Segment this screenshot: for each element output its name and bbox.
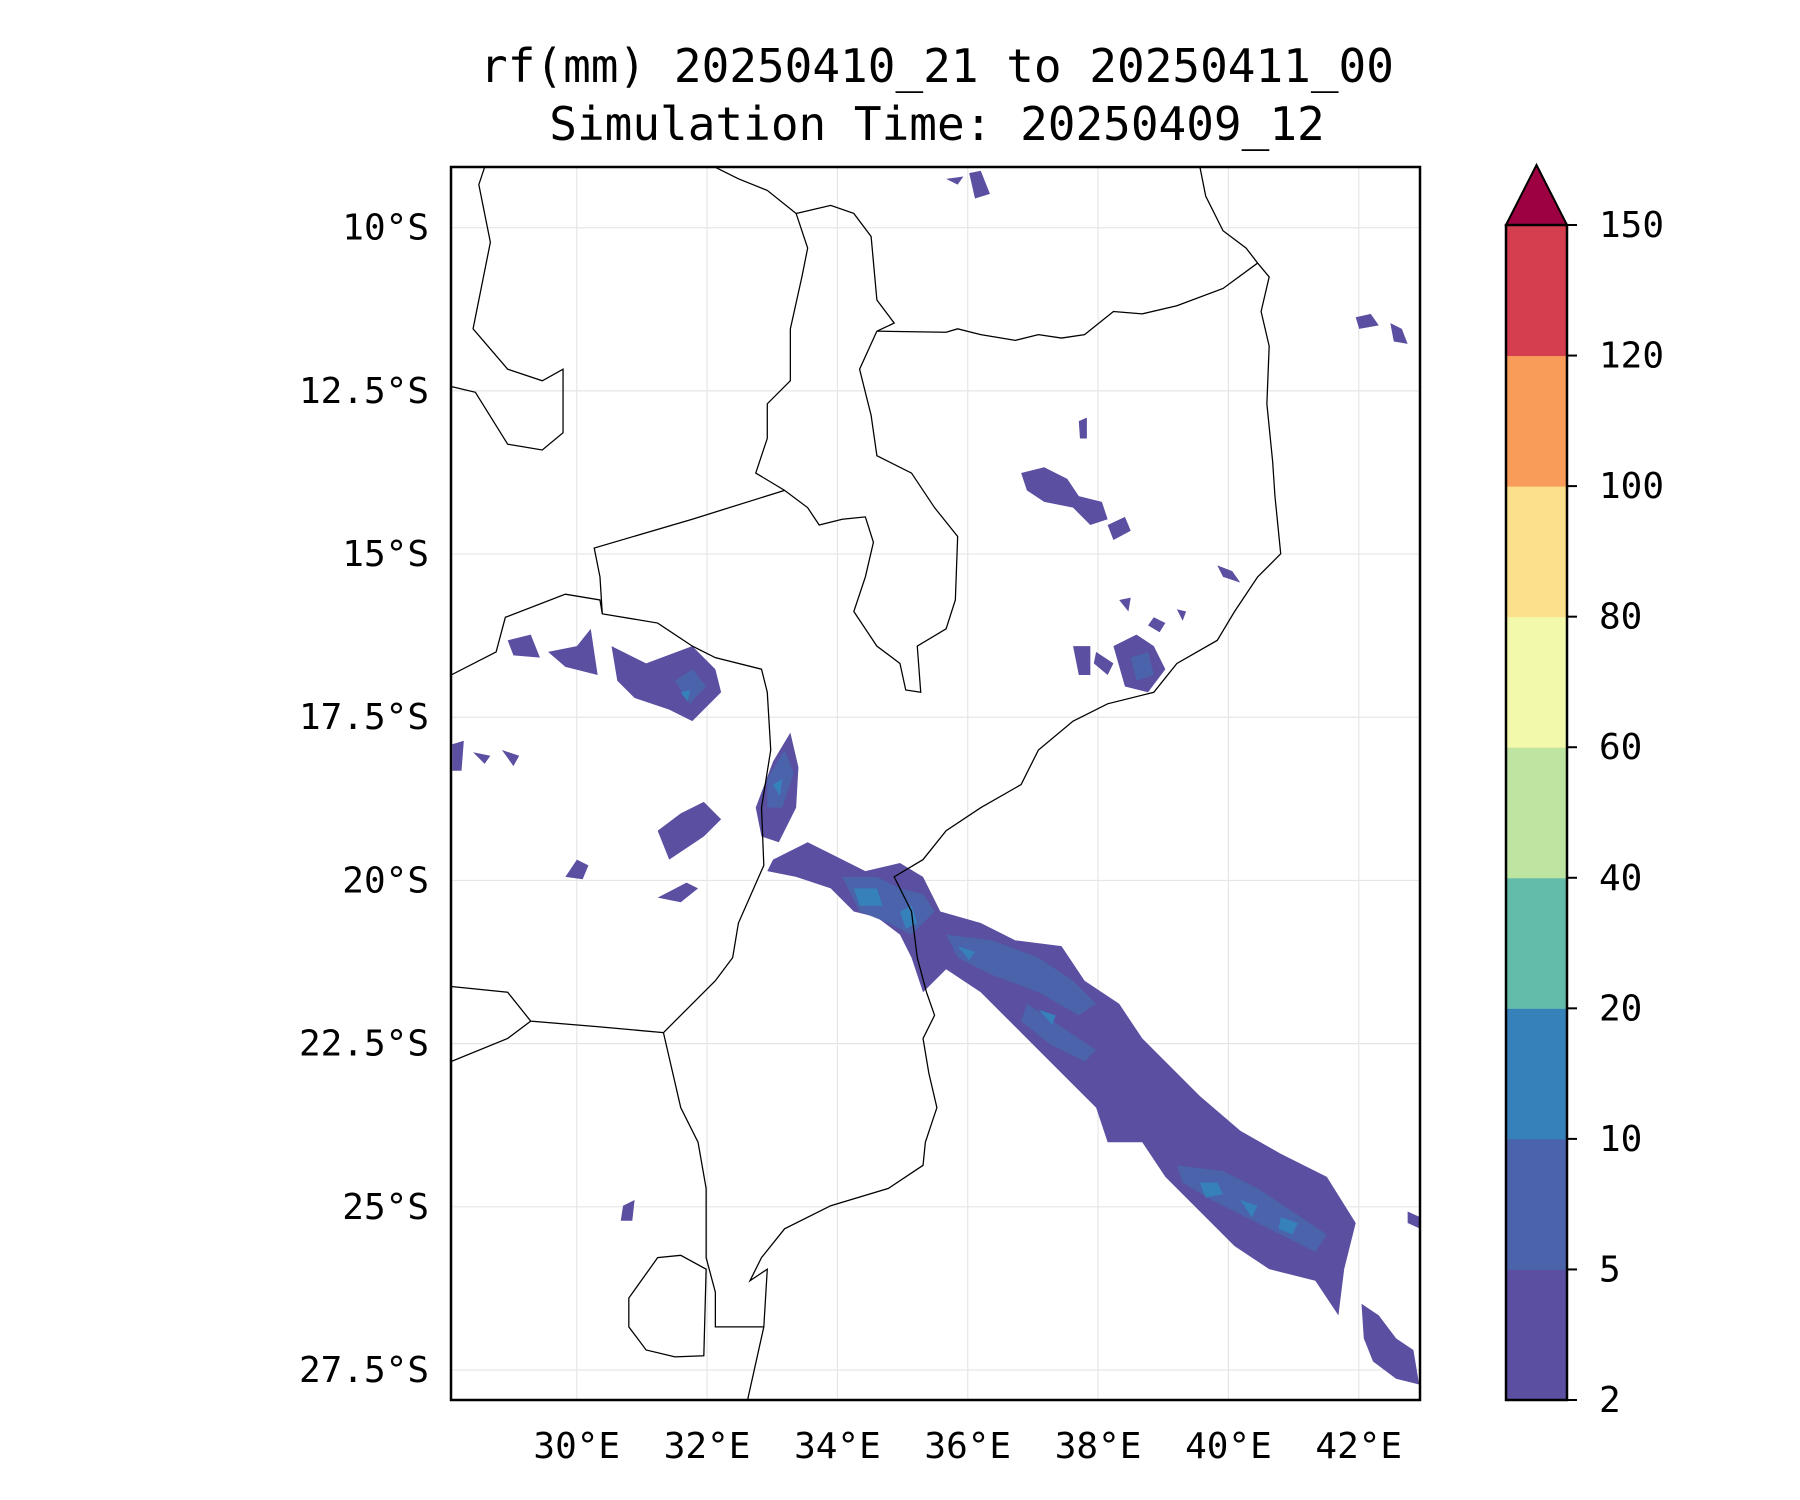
botswana-border: [451, 1020, 532, 1063]
x-tick-label: 40°E: [1185, 1426, 1272, 1467]
zimbabwe-south-border: [451, 985, 664, 1034]
colorbar-tick-label: 20: [1599, 988, 1642, 1029]
map-frame: [449, 165, 1422, 1402]
colorbar-segment: [1506, 877, 1567, 1009]
colorbar-tick-label: 100: [1599, 466, 1664, 507]
x-tick-label: 32°E: [664, 1426, 751, 1467]
colorbar-segment: [1506, 486, 1567, 618]
eswatini-border: [628, 1254, 707, 1358]
y-tick-label: 10°S: [342, 208, 429, 249]
colorbar-segment: [1506, 225, 1567, 357]
colorbar-segment: [1506, 1138, 1567, 1270]
x-tick-label: 34°E: [794, 1426, 881, 1467]
colorbar-tick-label: 10: [1599, 1119, 1642, 1160]
drc-border: [451, 167, 564, 451]
south-africa-mozambique-border: [662, 1032, 764, 1328]
colorbar-segment: [1506, 1269, 1567, 1401]
y-tick-label: 25°S: [342, 1187, 429, 1228]
chart-title: rf(mm) 20250410_21 to 20250411_00: [480, 39, 1394, 93]
colorbar-tick-label: 150: [1599, 205, 1664, 246]
colorbar-tick-label: 60: [1599, 727, 1642, 768]
x-tick-label: 36°E: [924, 1426, 1011, 1467]
tanzania-border: [876, 262, 1259, 342]
colorbar-tick-label: 40: [1599, 858, 1642, 899]
colorbar-segment: [1506, 355, 1567, 487]
x-axis-ticks: 30°E 32°E 34°E 36°E 38°E 40°E 42°E: [533, 1426, 1402, 1467]
x-tick-label: 30°E: [533, 1426, 620, 1467]
colorbar-tick-label: 2: [1599, 1380, 1621, 1421]
y-tick-label: 12.5°S: [299, 371, 429, 412]
x-tick-label: 42°E: [1315, 1426, 1402, 1467]
malawi-north-border: [795, 204, 896, 332]
colorbar-segment: [1506, 616, 1567, 748]
colorbar-tick-label: 5: [1599, 1249, 1621, 1290]
chart-subtitle: Simulation Time: 20250409_12: [549, 97, 1324, 151]
y-tick-label: 22.5°S: [299, 1024, 429, 1065]
colorbar-frame: [1504, 223, 1569, 1402]
x-tick-label: 38°E: [1055, 1426, 1142, 1467]
colorbar-segment: [1506, 747, 1567, 879]
rain-10-20mm: [680, 689, 1299, 1235]
coastline: [747, 262, 1282, 1400]
map-plot-area: 30°E 32°E 34°E 36°E 38°E 40°E 42°E 10°S12.5°S1…: [299, 165, 1422, 1467]
malawi-border: [715, 167, 959, 694]
y-tick-label: 20°S: [342, 860, 429, 901]
y-tick-label: 17.5°S: [299, 697, 429, 738]
tanzania-north-border: [1199, 167, 1259, 264]
colorbar: 2 5 10 20 40 60 80 100 120 150: [1504, 162, 1664, 1421]
rain-field: [452, 170, 1420, 1385]
colorbar-tick-label: 120: [1599, 336, 1664, 377]
zambezi-border: [451, 593, 772, 1034]
colorbar-segment: [1506, 1008, 1567, 1140]
y-axis-ticks: 10°S 12.5°S 15°S 17.5°S 20°S 22.5°S 25°S 27.5°S: [299, 208, 429, 1391]
colorbar-extend-arrow: [1504, 162, 1569, 226]
country-boundaries: [451, 167, 1282, 1400]
colorbar-tick-label: 80: [1599, 597, 1642, 638]
y-tick-label: 27.5°S: [299, 1350, 429, 1391]
zambia-mozambique-border: [593, 489, 785, 614]
y-tick-label: 15°S: [342, 534, 429, 575]
